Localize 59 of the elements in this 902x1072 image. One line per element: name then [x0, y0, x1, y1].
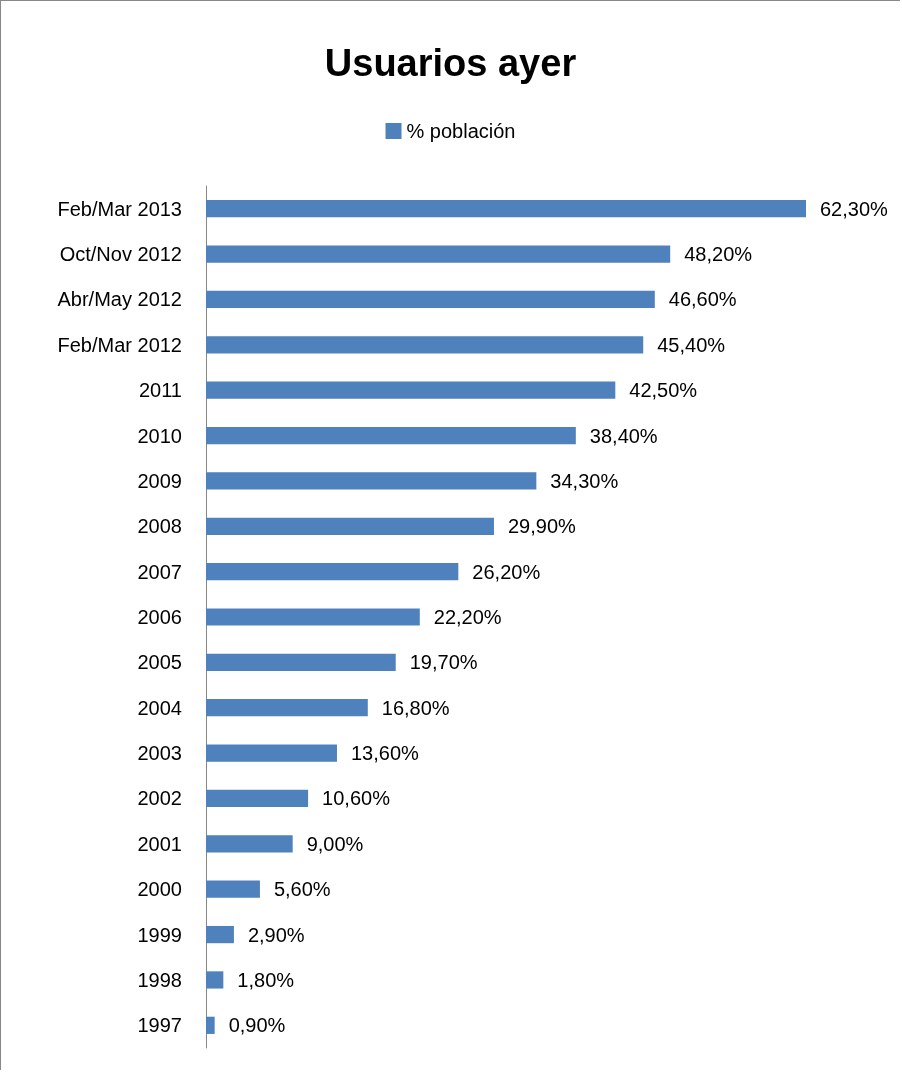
data-label: 1,80% — [237, 968, 295, 991]
data-label: 5,60% — [273, 878, 331, 901]
bar — [206, 971, 224, 989]
y-tick-label: 1998 — [137, 968, 182, 991]
bar — [206, 1016, 215, 1034]
data-label: 19,70% — [409, 651, 478, 674]
y-tick-label: 2004 — [137, 696, 182, 719]
bar — [206, 925, 234, 944]
bar — [206, 200, 806, 218]
bar — [206, 290, 655, 309]
y-tick-label: 2007 — [137, 560, 182, 583]
data-label: 0,90% — [228, 1014, 286, 1037]
y-tick-label: Abr/May 2012 — [57, 288, 182, 311]
y-tick-label: 2001 — [137, 832, 182, 855]
data-label: 46,60% — [668, 288, 737, 311]
y-tick-label: 1999 — [137, 923, 182, 946]
data-label: 16,80% — [381, 696, 450, 719]
data-label: 45,40% — [657, 333, 726, 356]
data-label: 2,90% — [247, 923, 305, 946]
y-tick-label: 2002 — [137, 787, 182, 810]
y-tick-label: Feb/Mar 2012 — [57, 333, 182, 356]
chart-title: Usuarios ayer — [324, 42, 577, 84]
data-label: 34,30% — [550, 469, 619, 492]
data-label: 62,30% — [820, 197, 889, 220]
bar — [206, 381, 616, 399]
y-tick-label: Feb/Mar 2013 — [57, 197, 182, 220]
bar — [206, 426, 576, 445]
bar — [206, 880, 260, 898]
y-tick-label: 2011 — [138, 379, 182, 402]
y-tick-label: 2008 — [137, 515, 182, 538]
data-label: 26,20% — [472, 560, 541, 583]
bar — [206, 835, 293, 853]
bar — [206, 563, 459, 581]
data-label: 38,40% — [589, 424, 658, 447]
bar — [206, 789, 309, 808]
data-label: 10,60% — [322, 787, 391, 810]
y-tick-label: 2003 — [137, 742, 182, 765]
data-label: 22,20% — [433, 606, 502, 628]
bar — [206, 744, 337, 762]
bar — [206, 336, 644, 354]
bar — [206, 245, 671, 263]
y-tick-label: 2010 — [137, 424, 182, 447]
data-label: 9,00% — [306, 832, 364, 855]
y-tick-label: 2005 — [137, 651, 182, 674]
data-label: 13,60% — [350, 742, 420, 765]
y-tick-label: 2000 — [137, 878, 182, 901]
bar — [206, 699, 368, 717]
legend-label: % población — [406, 120, 516, 142]
data-label: 42,50% — [629, 379, 698, 402]
data-label: 48,20% — [684, 243, 753, 266]
y-tick-label: 1997 — [137, 1014, 182, 1037]
y-tick-label: 2009 — [137, 469, 182, 492]
bar — [206, 517, 494, 535]
bar — [206, 472, 537, 490]
y-tick-label: 2006 — [137, 606, 182, 628]
y-tick-label: Oct/Nov 2012 — [59, 243, 182, 266]
data-label: 29,90% — [507, 515, 577, 538]
bar — [206, 653, 396, 671]
bar — [206, 608, 420, 626]
